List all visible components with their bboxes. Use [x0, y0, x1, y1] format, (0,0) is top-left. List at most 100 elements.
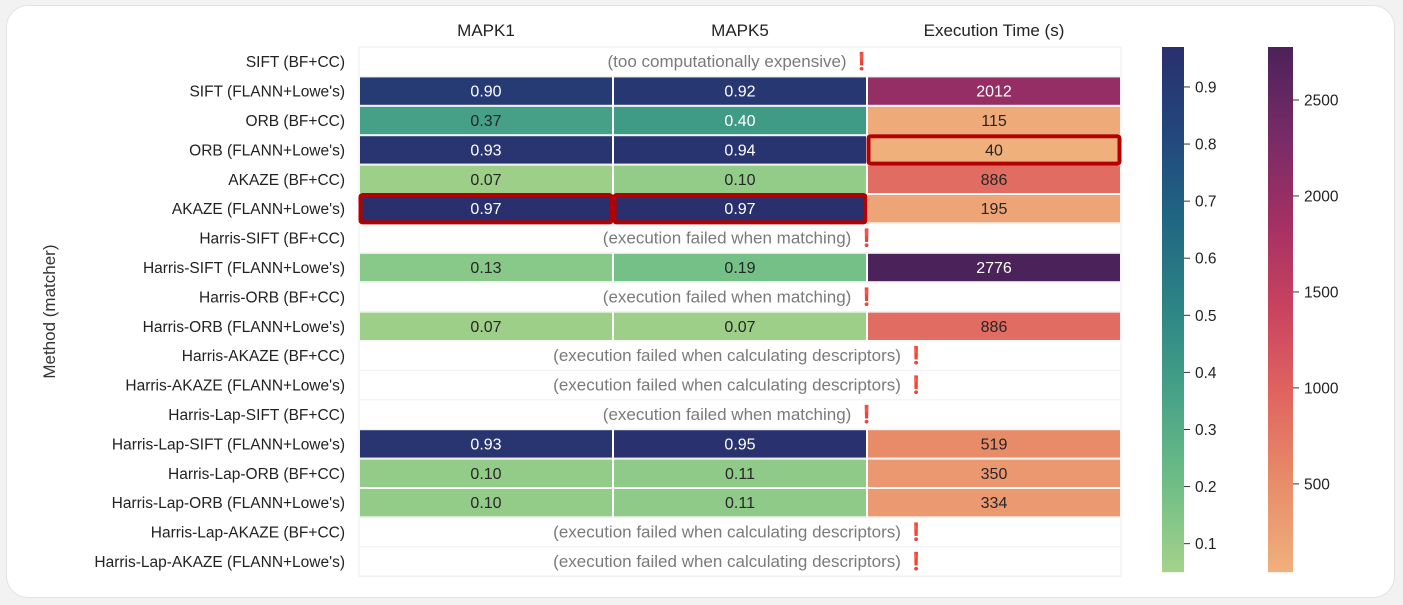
- heatmap-cell: [360, 430, 612, 458]
- heatmap-cell: [614, 253, 866, 282]
- row-label: Harris-AKAZE (BF+CC): [182, 348, 345, 365]
- row-label: ORB (FLANN+Lowe's): [189, 142, 345, 159]
- heatmap-cell: [360, 195, 612, 223]
- na-note: (execution failed when matching) ❗: [603, 286, 877, 306]
- cell-value-label: 0.97: [724, 201, 755, 218]
- heatmap-cell: [868, 106, 1120, 135]
- cell-value-label: 0.11: [725, 466, 755, 483]
- highlight-box: [612, 193, 868, 225]
- cell-value-label: 195: [981, 201, 1008, 218]
- colorbar-mapk: [1162, 47, 1184, 573]
- na-note: (execution failed when calculating descr…: [553, 551, 927, 571]
- cell-value-label: 0.11: [725, 495, 755, 512]
- row-label: Harris-SIFT (FLANN+Lowe's): [143, 260, 345, 277]
- heatmap-cell: [868, 195, 1120, 223]
- highlight-box: [866, 134, 1122, 166]
- cell-value-label: 886: [981, 319, 1008, 336]
- heatmap-cell: [360, 489, 612, 517]
- colorbar-tick-label: 2000: [1304, 188, 1339, 205]
- heatmap-cell: [360, 312, 612, 340]
- cell-value-label: 886: [981, 172, 1008, 189]
- row-label: Harris-Lap-AKAZE (FLANN+Lowe's): [94, 554, 345, 571]
- row-label: Harris-Lap-ORB (BF+CC): [168, 466, 345, 483]
- colorbar-tick-label: 0.1: [1195, 536, 1217, 553]
- cell-value-label: 40: [985, 142, 1003, 159]
- row-label: Harris-Lap-ORB (FLANN+Lowe's): [112, 495, 345, 512]
- heatmap-cell: [614, 312, 866, 340]
- row-label: Harris-Lap-AKAZE (BF+CC): [151, 525, 345, 542]
- row-label: SIFT (BF+CC): [246, 54, 345, 71]
- cell-value-label: 0.07: [470, 319, 501, 336]
- cell-value-label: 0.10: [470, 495, 501, 512]
- cell-value-label: 0.40: [724, 113, 755, 130]
- row-label: AKAZE (FLANN+Lowe's): [172, 201, 345, 218]
- cell-value-label: 0.07: [470, 172, 501, 189]
- cell-value-label: 0.90: [470, 84, 501, 101]
- cell-value-label: 0.07: [724, 319, 755, 336]
- na-note: (execution failed when calculating descr…: [553, 375, 927, 395]
- cell-value-label: 0.13: [470, 260, 501, 277]
- cell-value-label: 0.93: [470, 142, 501, 159]
- heatmap-cell: [868, 430, 1120, 458]
- heatmap-cell: [868, 136, 1120, 164]
- colorbar-time: [1268, 47, 1293, 573]
- row-label: Harris-AKAZE (FLANN+Lowe's): [125, 378, 345, 395]
- cell-value-label: 2776: [976, 260, 1012, 277]
- heatmap-cell: [360, 253, 612, 282]
- colorbar-tick-label: 0.9: [1195, 79, 1217, 96]
- column-header: MAPK1: [457, 21, 515, 40]
- na-note: (execution failed when matching) ❗: [603, 404, 877, 424]
- cell-value-label: 519: [981, 436, 1008, 453]
- colorbar-tick-label: 0.2: [1195, 479, 1217, 496]
- row-label: Harris-ORB (FLANN+Lowe's): [143, 319, 345, 336]
- row-label: SIFT (FLANN+Lowe's): [189, 84, 345, 101]
- colorbar-tick-label: 0.8: [1195, 137, 1217, 154]
- cell-value-label: 0.92: [724, 84, 755, 101]
- cell-value-label: 0.10: [724, 172, 755, 189]
- cell-value-label: 0.37: [470, 113, 501, 130]
- na-note: (execution failed when matching) ❗: [603, 228, 877, 248]
- na-note: (execution failed when calculating descr…: [553, 345, 927, 365]
- row-label: Harris-Lap-SIFT (FLANN+Lowe's): [112, 436, 345, 453]
- heatmap-cell: [868, 459, 1120, 487]
- heatmap-cell: [360, 77, 612, 105]
- colorbar-tick-label: 500: [1304, 476, 1330, 493]
- cell-value-label: 2012: [976, 84, 1012, 101]
- na-note: (execution failed when calculating descr…: [553, 522, 927, 542]
- cell-value-label: 0.93: [470, 436, 501, 453]
- heatmap-cell: [614, 195, 866, 223]
- na-note: (too computationally expensive) ❗: [608, 51, 873, 71]
- heatmap-cell: [614, 459, 866, 487]
- column-header: Execution Time (s): [924, 21, 1065, 40]
- heatmap-cell: [614, 136, 866, 164]
- heatmap-cell: [614, 430, 866, 458]
- colorbar-tick-label: 1000: [1304, 380, 1339, 397]
- y-axis-label: Method (matcher): [40, 245, 59, 379]
- heatmap-cell: [868, 489, 1120, 517]
- heatmap-cell: [360, 459, 612, 487]
- heatmap-cell: [360, 136, 612, 164]
- colorbar-tick-label: 0.7: [1195, 194, 1217, 211]
- heatmap-cell: [868, 165, 1120, 193]
- cell-value-label: 0.19: [724, 260, 755, 277]
- heatmap-cell: [360, 106, 612, 135]
- row-label: Harris-ORB (BF+CC): [199, 289, 345, 306]
- cell-value-label: 115: [981, 113, 1007, 130]
- colorbar-tick-label: 1500: [1304, 284, 1339, 301]
- row-label: ORB (BF+CC): [246, 113, 345, 130]
- cell-value-label: 0.94: [724, 142, 755, 159]
- cell-value-label: 0.10: [470, 466, 501, 483]
- heatmap-cell: [614, 106, 866, 135]
- cell-value-label: 0.97: [470, 201, 501, 218]
- colorbar-tick-label: 0.6: [1195, 251, 1217, 268]
- row-label: AKAZE (BF+CC): [228, 172, 345, 189]
- column-header: MAPK5: [711, 21, 769, 40]
- heatmap-cell: [614, 489, 866, 517]
- cell-value-label: 0.95: [724, 436, 755, 453]
- colorbar-tick-label: 0.4: [1195, 365, 1217, 382]
- row-label: Harris-SIFT (BF+CC): [199, 231, 345, 248]
- colorbar-tick-label: 2500: [1304, 92, 1339, 109]
- cell-value-label: 334: [981, 495, 1008, 512]
- heatmap-cell: [868, 312, 1120, 340]
